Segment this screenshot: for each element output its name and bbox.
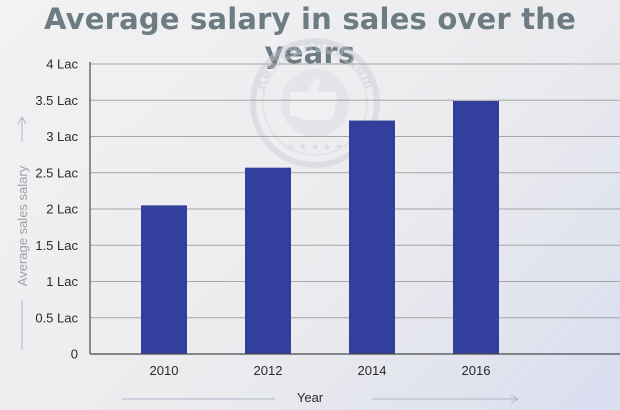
bars <box>141 100 499 354</box>
x-tick-labels: 2010 2012 2014 2016 <box>150 363 491 378</box>
y-tick-label: 2 Lac <box>46 202 78 217</box>
y-tick-label: 1 Lac <box>46 274 78 289</box>
x-axis-title: Year <box>297 390 324 405</box>
y-tick-label: 3.5 Lac <box>35 93 78 108</box>
y-tick-label: 3 Lac <box>46 129 78 144</box>
x-tick-label: 2012 <box>254 363 283 378</box>
y-tick-label: 4 Lac <box>46 57 78 72</box>
svg-text:★ ★ ★ ★ ★: ★ ★ ★ ★ ★ <box>286 142 344 153</box>
y-axis-title: Average sales salary <box>15 165 30 286</box>
y-tick-label: 2.5 Lac <box>35 165 78 180</box>
y-tick-label: 1.5 Lac <box>35 238 78 253</box>
x-tick-label: 2014 <box>358 363 387 378</box>
bar-2010 <box>141 205 187 354</box>
bar-2014 <box>349 120 395 354</box>
y-tick-label: 0.5 Lac <box>35 310 78 325</box>
x-arrow-head-icon <box>510 394 520 404</box>
x-tick-label: 2016 <box>462 363 491 378</box>
y-tick-label: 0 <box>71 347 78 362</box>
y-arrow-head-icon <box>17 115 27 125</box>
y-tick-labels: 0 0.5 Lac 1 Lac 1.5 Lac 2 Lac 2.5 Lac 3 Lac 3.5… <box>35 57 78 362</box>
bar-2012 <box>245 167 291 354</box>
chart-title: Average salary in sales over the years <box>44 2 576 70</box>
x-tick-label: 2010 <box>150 363 179 378</box>
bar-2016 <box>453 100 499 354</box>
